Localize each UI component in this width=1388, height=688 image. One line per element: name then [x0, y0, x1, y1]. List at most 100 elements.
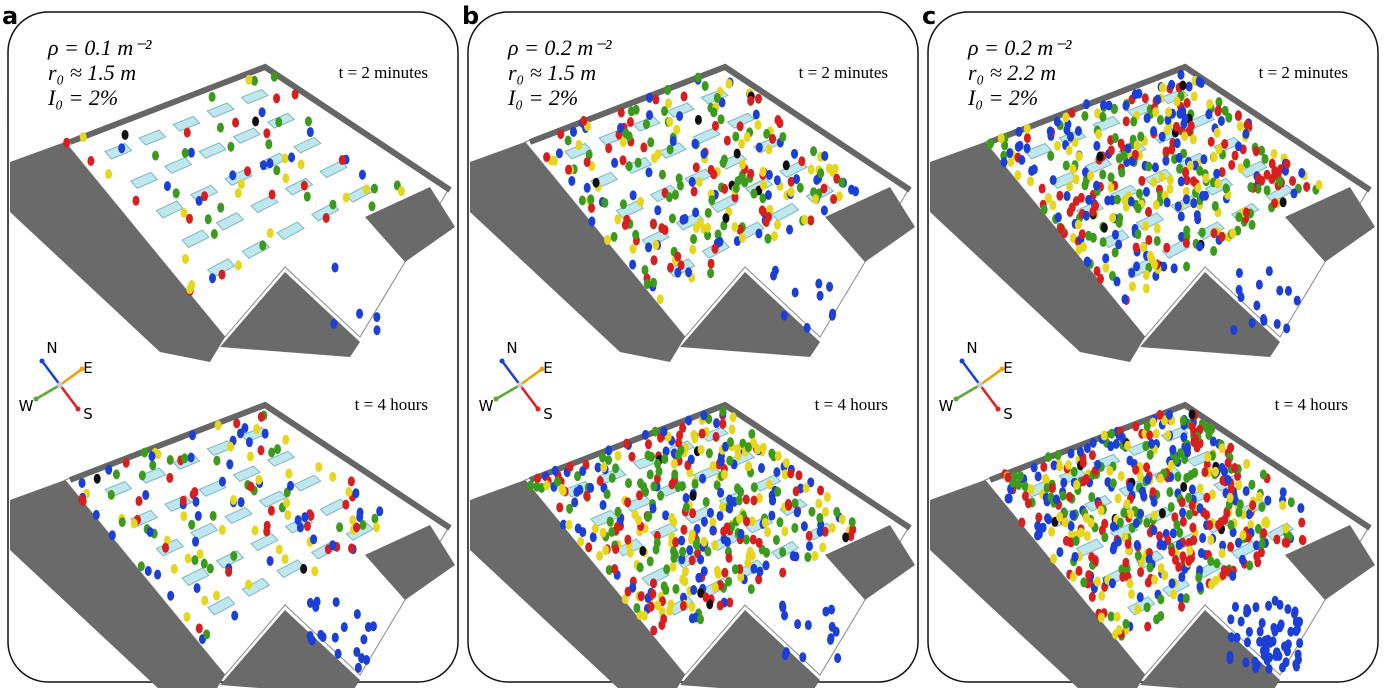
person: [1130, 117, 1137, 127]
person: [273, 165, 280, 175]
person: [376, 506, 383, 516]
person: [155, 449, 162, 459]
person: [1056, 191, 1063, 201]
compass-arrow: [520, 369, 542, 385]
person: [1200, 154, 1207, 164]
person: [754, 444, 761, 454]
person: [1084, 443, 1091, 453]
person: [282, 554, 289, 564]
person: [568, 176, 575, 186]
person: [1073, 174, 1080, 184]
person: [1121, 294, 1128, 304]
person: [1127, 482, 1134, 492]
person: [356, 309, 363, 319]
person: [706, 448, 713, 458]
person: [1168, 547, 1175, 557]
person: [1287, 627, 1294, 637]
person: [1097, 274, 1104, 284]
person: [1041, 205, 1048, 215]
person: [1034, 531, 1041, 541]
person: [1274, 319, 1281, 329]
person: [292, 89, 299, 99]
person: [812, 194, 819, 204]
person: [671, 459, 678, 469]
person: [817, 291, 824, 301]
person: [697, 554, 704, 564]
person: [676, 430, 683, 440]
person: [1276, 177, 1283, 187]
person: [1015, 127, 1022, 137]
person: [209, 92, 216, 102]
person: [348, 476, 355, 486]
person: [707, 508, 714, 518]
person: [721, 469, 728, 479]
person: [808, 165, 815, 175]
person: [353, 523, 360, 533]
person: [1101, 532, 1108, 542]
person: [605, 445, 612, 455]
person: [1249, 500, 1256, 510]
person: [1179, 508, 1186, 518]
person: [790, 551, 797, 561]
person: [736, 514, 743, 524]
person: [584, 157, 591, 167]
person: [1257, 626, 1264, 636]
person: [1054, 117, 1061, 127]
panel-label: a: [2, 2, 18, 30]
person: [333, 597, 340, 607]
person: [672, 190, 679, 200]
person: [713, 418, 720, 428]
person: [1187, 161, 1194, 171]
person: [1114, 612, 1121, 622]
person: [1169, 445, 1176, 455]
person: [1100, 237, 1107, 247]
person: [1147, 251, 1154, 261]
person: [1283, 538, 1290, 548]
person: [661, 106, 668, 116]
person: [123, 458, 130, 468]
person: [693, 162, 700, 172]
person: [1177, 70, 1184, 80]
person: [611, 158, 618, 168]
person: [655, 149, 662, 159]
person: [147, 527, 154, 537]
person: [1114, 195, 1121, 205]
person: [1211, 228, 1218, 238]
person: [1057, 224, 1064, 234]
person: [587, 194, 594, 204]
person: [1208, 137, 1215, 147]
person: [826, 282, 833, 292]
compass-tip: [996, 407, 1001, 412]
person: [1249, 318, 1256, 328]
person: [658, 223, 665, 233]
person: [689, 555, 696, 565]
person: [1073, 536, 1080, 546]
person: [783, 160, 790, 170]
person: [1124, 499, 1131, 509]
person: [1168, 502, 1175, 512]
person: [1235, 212, 1242, 222]
person: [133, 196, 140, 206]
person: [1000, 157, 1007, 167]
person: [713, 432, 720, 442]
person: [693, 539, 700, 549]
person: [1288, 497, 1295, 507]
person: [1065, 460, 1072, 470]
person: [1292, 659, 1299, 669]
person: [195, 511, 202, 521]
person: [702, 81, 709, 91]
person: [677, 181, 684, 191]
person: [119, 517, 126, 527]
person: [138, 561, 145, 571]
person: [1264, 635, 1271, 645]
person: [1143, 518, 1150, 528]
person: [262, 429, 269, 439]
person: [1110, 478, 1117, 488]
person: [1080, 577, 1087, 587]
person: [732, 132, 739, 142]
person: [649, 589, 656, 599]
person: [666, 117, 673, 127]
person: [712, 582, 719, 592]
person: [305, 116, 312, 126]
compass-label: E: [543, 359, 552, 377]
